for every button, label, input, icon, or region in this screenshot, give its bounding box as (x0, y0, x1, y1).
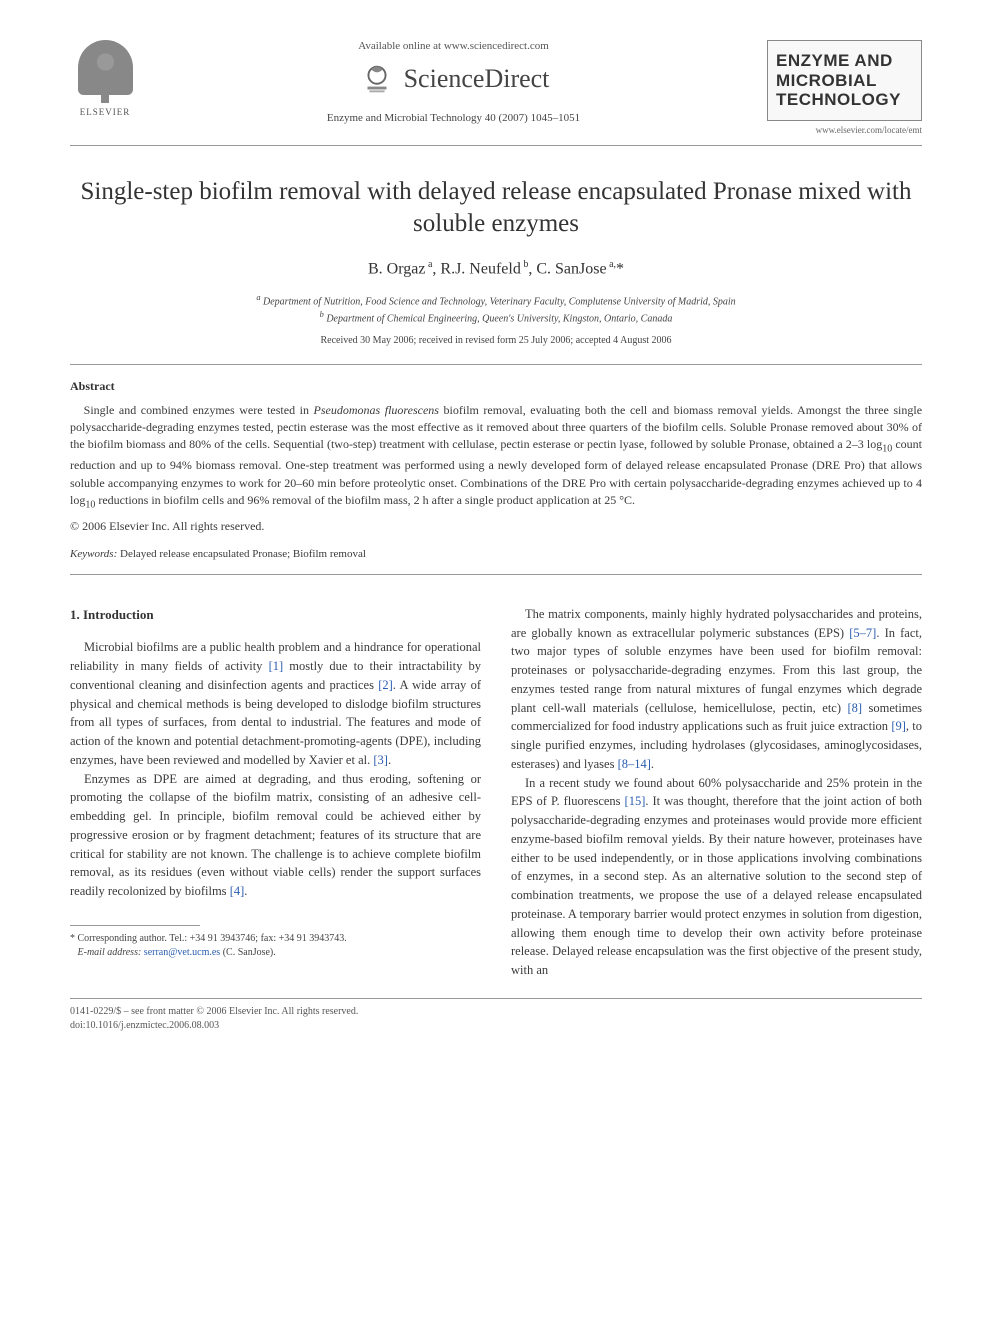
footer-doi: doi:10.1016/j.enzmictec.2006.08.003 (70, 1019, 922, 1033)
citation-5-7[interactable]: [5–7] (849, 626, 876, 640)
journal-reference: Enzyme and Microbial Technology 40 (2007… (170, 112, 737, 124)
keywords: Keywords: Delayed release encapsulated P… (70, 548, 922, 560)
footnote-rule (70, 925, 200, 926)
author-1-affil: a (425, 259, 432, 270)
abstract-top-rule (70, 364, 922, 365)
sciencedirect-logo: ScienceDirect (170, 60, 737, 98)
keywords-text: Delayed release encapsulated Pronase; Bi… (120, 548, 366, 560)
corresponding-marker: * (616, 260, 624, 277)
citation-8[interactable]: [8] (847, 701, 862, 715)
publisher-logo: ELSEVIER (70, 40, 140, 117)
citation-1[interactable]: [1] (269, 659, 284, 673)
citation-2[interactable]: [2] (378, 678, 393, 692)
article-dates: Received 30 May 2006; received in revise… (70, 335, 922, 346)
page-header: ELSEVIER Available online at www.science… (70, 40, 922, 135)
column-left: 1. Introduction Microbial biofilms are a… (70, 605, 481, 980)
author-2: R.J. Neufeld (440, 260, 520, 277)
abstract-body: Single and combined enzymes were tested … (70, 402, 922, 513)
author-2-affil: b (521, 259, 529, 270)
author-3: C. SanJose (536, 260, 606, 277)
footer: 0141-0229/$ – see front matter © 2006 El… (70, 1005, 922, 1033)
citation-15[interactable]: [15] (625, 794, 646, 808)
citation-4[interactable]: [4] (230, 884, 245, 898)
abstract-bottom-rule (70, 574, 922, 575)
author-list: B. Orgaz a, R.J. Neufeld b, C. SanJose a… (70, 259, 922, 278)
intro-para-2: Enzymes as DPE are aimed at degrading, a… (70, 770, 481, 901)
keywords-label: Keywords: (70, 548, 117, 560)
citation-3[interactable]: [3] (373, 753, 388, 767)
abstract-heading: Abstract (70, 379, 922, 394)
section-1-heading: 1. Introduction (70, 605, 481, 625)
sciencedirect-text: ScienceDirect (404, 64, 550, 94)
journal-title-line3: TECHNOLOGY (776, 90, 913, 110)
intro-para-4: In a recent study we found about 60% pol… (511, 774, 922, 980)
footnote-email-line: E-mail address: serran@vet.ucm.es (C. Sa… (70, 946, 481, 960)
column-right: The matrix components, mainly highly hyd… (511, 605, 922, 980)
citation-8-14[interactable]: [8–14] (618, 757, 651, 771)
affiliations: a Department of Nutrition, Food Science … (70, 292, 922, 327)
footer-rule (70, 998, 922, 999)
footnote-corresponding: * Corresponding author. Tel.: +34 91 394… (70, 932, 481, 946)
intro-para-1: Microbial biofilms are a public health p… (70, 638, 481, 769)
citation-9[interactable]: [9] (891, 719, 906, 733)
footnote-email-link[interactable]: serran@vet.ucm.es (144, 947, 220, 958)
footnote-email-suffix: (C. SanJose). (223, 947, 276, 958)
journal-title-box: ENZYME AND MICROBIAL TECHNOLOGY www.else… (767, 40, 922, 135)
intro-para-3: The matrix components, mainly highly hyd… (511, 605, 922, 774)
available-online-text: Available online at www.sciencedirect.co… (170, 40, 737, 52)
author-1: B. Orgaz (368, 260, 425, 277)
body-columns: 1. Introduction Microbial biofilms are a… (70, 605, 922, 980)
header-rule (70, 145, 922, 146)
publisher-name: ELSEVIER (80, 107, 131, 117)
elsevier-tree-icon (78, 40, 133, 95)
footer-line1: 0141-0229/$ – see front matter © 2006 El… (70, 1005, 922, 1019)
corresponding-author-footnote: * Corresponding author. Tel.: +34 91 394… (70, 932, 481, 960)
journal-title-line1: ENZYME AND (776, 51, 913, 71)
affiliation-b: b Department of Chemical Engineering, Qu… (70, 309, 922, 326)
journal-title-line2: MICROBIAL (776, 71, 913, 91)
footnote-email-label: E-mail address: (78, 947, 142, 958)
abstract-copyright: © 2006 Elsevier Inc. All rights reserved… (70, 519, 922, 534)
paper-title: Single-step biofilm removal with delayed… (70, 176, 922, 241)
affiliation-a: a Department of Nutrition, Food Science … (70, 292, 922, 309)
author-3-affil: a, (607, 259, 616, 270)
header-center: Available online at www.sciencedirect.co… (140, 40, 767, 124)
journal-url: www.elsevier.com/locate/emt (767, 125, 922, 135)
sciencedirect-icon (358, 60, 396, 98)
